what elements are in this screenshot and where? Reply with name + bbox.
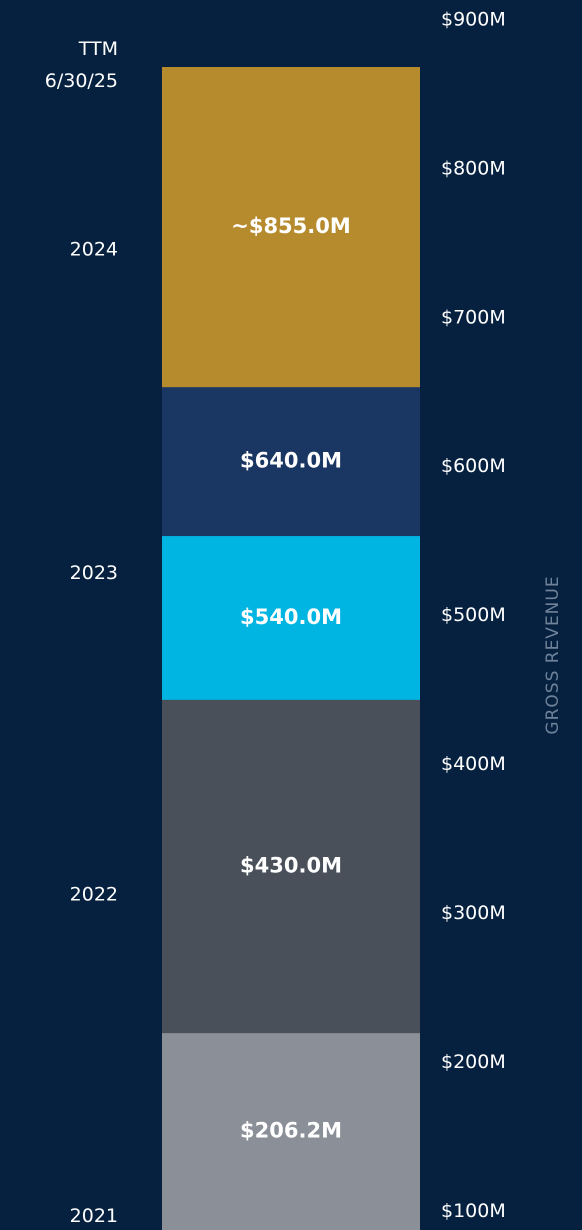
year-label: 2022 (70, 883, 118, 905)
y-tick-label: $200M (441, 1051, 506, 1073)
value-label: ~$855.0M (231, 214, 351, 238)
y-tick-label: $500M (441, 604, 506, 626)
y-tick-label: $800M (441, 157, 506, 179)
y-axis-title: GROSS REVENUE (543, 575, 563, 734)
bar (162, 1033, 420, 1230)
y-tick-label: $100M (441, 1200, 506, 1222)
year-label: 6/30/25 (45, 70, 118, 92)
value-label: $540.0M (240, 605, 342, 629)
year-label: 2024 (70, 239, 118, 261)
y-tick-label: $700M (441, 306, 506, 328)
year-label: 2023 (70, 562, 118, 584)
value-label: $640.0M (240, 449, 342, 473)
year-label: 2021 (70, 1205, 118, 1227)
year-label: TTM (78, 38, 118, 60)
value-label: $430.0M (240, 854, 342, 878)
y-tick-label: $600M (441, 455, 506, 477)
y-tick-label: $300M (441, 902, 506, 924)
value-label: $206.2M (240, 1119, 342, 1143)
y-tick-label: $900M (441, 9, 506, 31)
y-tick-label: $400M (441, 753, 506, 775)
